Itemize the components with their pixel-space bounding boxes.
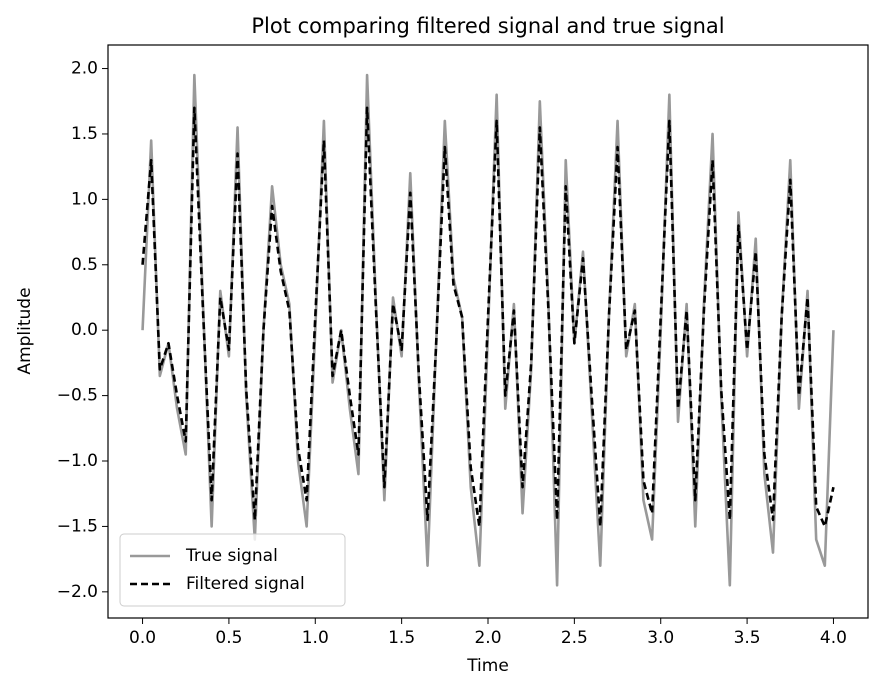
x-tick-label: 1.0 [302, 628, 329, 648]
y-tick-label: −2.0 [57, 582, 98, 602]
x-tick-label: 2.5 [561, 628, 588, 648]
y-tick-label: −0.5 [57, 386, 98, 406]
y-tick-label: 2.0 [71, 59, 98, 79]
y-tick-label: −1.5 [57, 516, 98, 536]
x-tick-label: 2.0 [474, 628, 501, 648]
x-tick-label: 0.0 [129, 628, 156, 648]
x-tick-label: 3.5 [734, 628, 761, 648]
legend: True signal Filtered signal [119, 533, 346, 607]
line-series [141, 106, 835, 528]
legend-label: Filtered signal [186, 574, 305, 594]
y-tick-label: 0.0 [71, 320, 98, 340]
x-tick-label: 4.0 [820, 628, 847, 648]
x-tick-label: 1.5 [388, 628, 415, 648]
y-tick-label: 1.0 [71, 189, 98, 209]
y-tick-label: 1.5 [71, 124, 98, 144]
x-axis-label: Time [466, 656, 509, 676]
chart-title: Plot comparing filtered signal and true … [251, 14, 724, 38]
x-tick-label: 0.5 [215, 628, 242, 648]
y-tick-label: −1.0 [57, 451, 98, 471]
legend-label: True signal [185, 546, 278, 566]
legend-box [119, 533, 346, 607]
plot-frame [107, 44, 869, 619]
x-tick-label: 3.0 [647, 628, 674, 648]
y-axis-label: Amplitude [15, 287, 35, 374]
y-tick-label: 0.5 [71, 255, 98, 275]
